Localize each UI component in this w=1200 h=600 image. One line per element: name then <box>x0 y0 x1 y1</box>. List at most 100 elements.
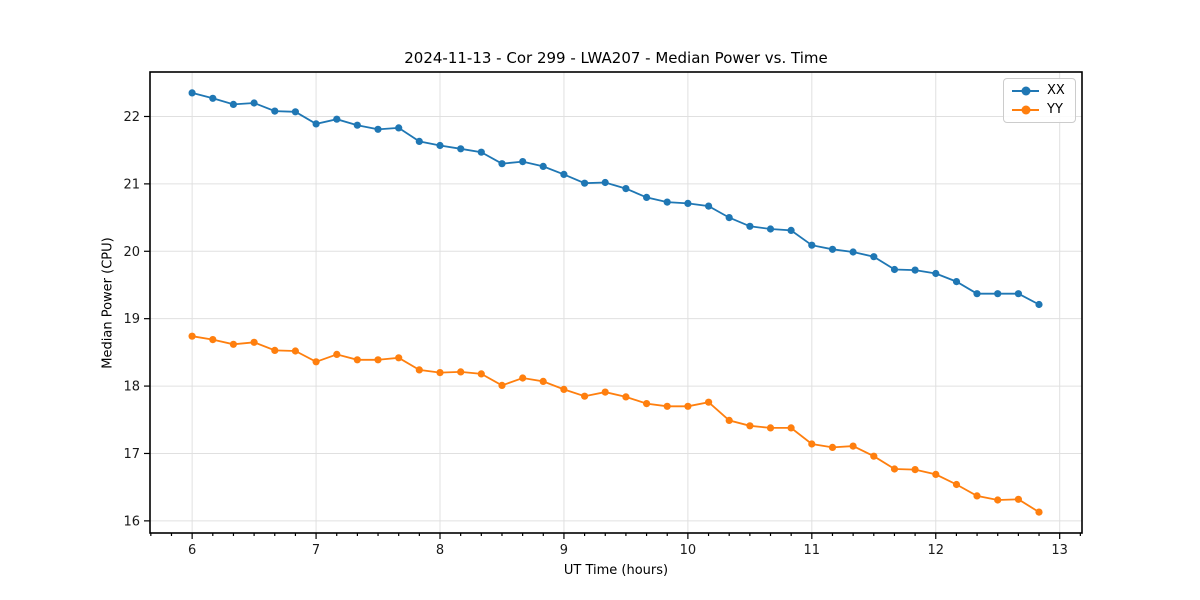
xx-data-point <box>209 94 217 102</box>
xx-data-point <box>1035 300 1043 309</box>
legend-item-yy: YY <box>1012 102 1065 118</box>
legend-item-xx: XX <box>1012 83 1065 99</box>
xx-data-point <box>870 253 878 261</box>
yy-data-point <box>1035 508 1043 516</box>
yy-data-point <box>436 369 444 377</box>
y-tick-label: 17 <box>123 447 140 462</box>
xx-data-point <box>725 214 733 222</box>
xx-data-point <box>291 108 299 116</box>
yy-data-point <box>519 374 527 382</box>
xx-data-point <box>932 269 940 278</box>
tick-labels: 6 7 8 9 10 11 12 13 16 17 18 19 20 21 22 <box>123 110 1068 558</box>
yy-data-point <box>581 392 589 400</box>
yy-data-point <box>560 385 568 393</box>
xx-data-point <box>622 185 630 193</box>
yy-data-point <box>395 354 403 362</box>
yy-data-point <box>601 388 609 396</box>
xx-data-point <box>374 125 382 133</box>
xx-data-point <box>477 148 485 156</box>
yy-data-point <box>539 377 547 385</box>
yy-data-point <box>746 422 754 430</box>
legend-label-yy: YY <box>1047 102 1063 117</box>
xx-data-point <box>250 99 258 107</box>
x-tick-label: 8 <box>436 543 444 558</box>
yy-data-point <box>870 452 878 460</box>
xx-marker-icon <box>1021 86 1030 96</box>
xx-data-point <box>436 141 444 150</box>
yy-data-point <box>705 398 713 406</box>
xx-data-point <box>498 160 506 168</box>
chart-title: 2024-11-13 - Cor 299 - LWA207 - Median P… <box>404 49 828 67</box>
xx-data-point <box>271 107 279 115</box>
xx-data-point <box>766 225 775 233</box>
yy-data-point <box>932 470 940 478</box>
xx-series-markers <box>188 89 1043 309</box>
yy-data-point <box>766 424 775 432</box>
xx-data-point <box>229 100 237 108</box>
yy-data-point <box>250 338 258 346</box>
yy-data-point <box>291 347 299 355</box>
yy-data-point <box>663 402 671 410</box>
x-tick-label: 10 <box>680 543 697 558</box>
y-tick-label: 16 <box>123 514 140 529</box>
y-tick-label: 22 <box>123 110 140 125</box>
yy-series-legend-swatch <box>1012 105 1039 115</box>
x-tick-label: 12 <box>927 543 944 558</box>
yy-data-point <box>808 440 816 448</box>
yy-series-markers <box>188 332 1043 516</box>
yy-data-point <box>622 393 630 401</box>
xx-data-point <box>312 120 320 128</box>
x-tick-label: 9 <box>560 543 568 558</box>
yy-data-point <box>498 381 506 389</box>
xx-data-point <box>994 290 1002 298</box>
xx-data-point <box>643 193 651 201</box>
yy-data-point <box>209 336 217 344</box>
yy-data-point <box>312 358 320 366</box>
yy-data-point <box>477 370 485 378</box>
yy-data-point <box>1014 495 1023 503</box>
xx-data-point <box>415 137 423 145</box>
xx-data-point <box>911 266 919 274</box>
y-tick-label: 20 <box>123 245 140 260</box>
yy-data-point <box>684 402 692 410</box>
xx-data-point <box>188 89 196 97</box>
xx-data-point <box>560 170 568 178</box>
y-tick-label: 21 <box>123 177 140 192</box>
yy-data-point <box>333 350 341 358</box>
plot-border <box>149 71 1083 534</box>
x-tick-label: 11 <box>804 543 821 558</box>
y-tick-label: 19 <box>123 312 140 327</box>
xx-data-point <box>1014 290 1023 298</box>
yy-marker-icon <box>1021 105 1030 115</box>
xx-data-point <box>395 124 403 132</box>
xx-data-point <box>663 198 671 206</box>
yy-data-point <box>374 356 382 364</box>
yy-data-point <box>787 424 795 432</box>
x-tick-label: 13 <box>1051 543 1068 558</box>
legend: XX YY <box>1003 78 1076 123</box>
yy-data-point <box>725 416 733 424</box>
yy-data-point <box>890 465 899 473</box>
xx-data-point <box>333 115 341 123</box>
yy-data-point <box>229 340 237 348</box>
xx-data-point <box>808 241 816 249</box>
xx-data-point <box>581 179 589 187</box>
xx-data-point <box>684 199 692 207</box>
xx-data-point <box>539 162 547 170</box>
xx-data-point <box>849 248 857 256</box>
x-axis-label: UT Time (hours) <box>563 563 669 578</box>
yy-data-point <box>643 400 651 408</box>
xx-data-point <box>705 202 713 210</box>
xx-data-point <box>890 265 899 274</box>
yy-data-point <box>973 492 981 500</box>
x-tick-label: 6 <box>188 543 196 558</box>
xx-series-legend-swatch <box>1012 86 1039 96</box>
yy-data-point <box>911 466 919 474</box>
yy-data-point <box>353 356 361 364</box>
xx-data-point <box>519 158 527 166</box>
xx-data-point <box>952 278 961 286</box>
y-tick-label: 18 <box>123 380 140 395</box>
yy-data-point <box>415 366 423 374</box>
